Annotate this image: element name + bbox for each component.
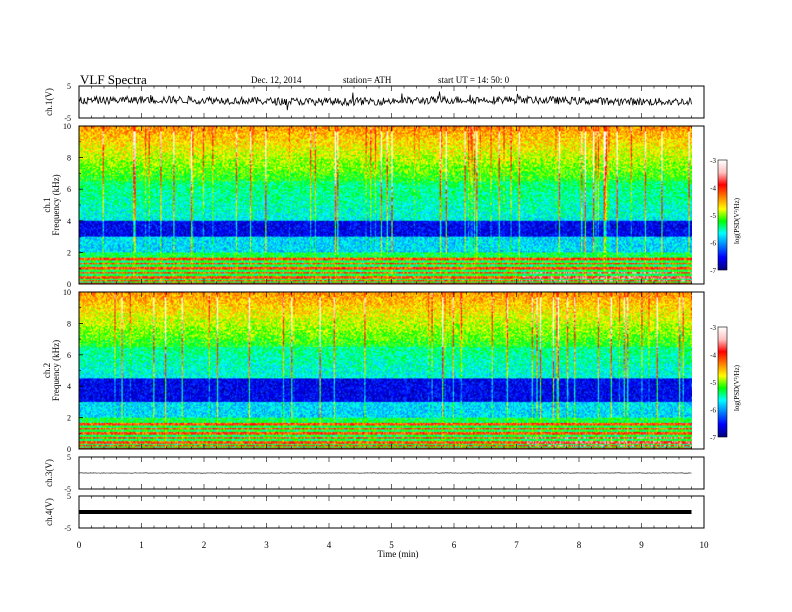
ytick-label-ch1-freq: 6 (67, 185, 71, 194)
spectrogram-ch1 (79, 126, 692, 284)
colorbar-frame (717, 159, 728, 271)
colorbar-tick-label: -5 (710, 379, 716, 387)
colorbar-tick-label: -7 (710, 267, 716, 275)
station-label: station= ATH (343, 75, 392, 85)
xtick-label: 6 (452, 540, 457, 550)
ytick-label-ch1-freq: 4 (67, 217, 71, 226)
ytick-label-ch4: 5 (67, 492, 71, 501)
xtick-label: 2 (202, 540, 207, 550)
xtick-label: 5 (389, 540, 394, 550)
ytick-label-ch3: 5 (67, 453, 71, 462)
ytick-label-ch2-freq: 4 (67, 382, 71, 391)
ylabel-ch2-freq: ch.2 (42, 363, 52, 378)
ytick-label-ch2-freq: 6 (67, 351, 71, 360)
start-time-label: start UT = 14: 50: 0 (438, 75, 510, 85)
colorbar-label: log(PSD(V²/Hz) (733, 364, 741, 411)
x-axis-title: Time (min) (378, 549, 419, 559)
ytick-label-ch1: 5 (67, 82, 71, 91)
ytick-label-ch3: -5 (64, 485, 71, 494)
ytick-label-ch2-freq: 0 (67, 445, 71, 454)
ytick-label-ch1: -5 (64, 114, 71, 123)
colorbar-tick-label: -5 (710, 212, 716, 220)
colorbar-2 (718, 327, 727, 437)
colorbars: -3 -4 -5 -6 -7 log(PSD(V²/Hz) -3 -4 -5 -6 -7 log(PS… (710, 157, 741, 442)
colorbar-tick-label: -3 (710, 324, 716, 332)
ytick-label-ch2-freq: 10 (63, 288, 71, 297)
ytick-label-ch2-freq: 8 (67, 319, 71, 328)
colorbar-tick-label: -6 (710, 240, 716, 248)
ytick-label-ch1-freq: 10 (63, 122, 71, 131)
chart-title: VLF Spectra (80, 72, 147, 87)
ylabel-ch1-freq: Frequency (kHz) (51, 174, 61, 235)
xtick-label: 7 (514, 540, 519, 550)
ylabel-ch4: ch.4(V) (44, 498, 54, 526)
colorbar-1 (718, 160, 727, 270)
xtick-label: 0 (77, 540, 82, 550)
spectrogram-ch2 (79, 292, 692, 449)
xtick-label: 1 (139, 540, 144, 550)
ytick-label-ch1-freq: 8 (67, 154, 71, 163)
colorbar-tick-label: -7 (710, 434, 716, 442)
xtick-label: 9 (639, 540, 644, 550)
colorbar-label: log(PSD(V²/Hz) (733, 197, 741, 244)
colorbar-frame (717, 326, 728, 438)
xtick-label: 8 (577, 540, 582, 550)
ytick-label-ch1-freq: 2 (67, 248, 71, 257)
xtick-label: 3 (264, 540, 269, 550)
ytick-label-ch4: -5 (64, 524, 71, 533)
trace-ch1 (78, 91, 692, 111)
colorbar-tick-label: -6 (710, 407, 716, 415)
xtick-label: 4 (327, 540, 332, 550)
colorbar-tick-label: -4 (710, 185, 716, 193)
ylabel-ch3: ch.3(V) (44, 459, 54, 487)
ylabel-ch2-freq: Frequency (kHz) (51, 340, 61, 401)
spectrogram-images (79, 126, 692, 449)
colorbar-tick-label: -4 (710, 352, 716, 360)
ylabel-ch1-freq: ch.1 (42, 197, 52, 212)
xtick-label: 10 (700, 540, 710, 550)
ytick-label-ch1-freq: 0 (67, 280, 71, 289)
ylabel-ch1: ch.1(V) (44, 88, 54, 116)
colorbar-tick-label: -3 (710, 157, 716, 165)
ytick-label-ch2-freq: 2 (67, 414, 71, 423)
waveform-traces (78, 91, 692, 514)
date-label: Dec. 12, 2014 (251, 75, 302, 85)
